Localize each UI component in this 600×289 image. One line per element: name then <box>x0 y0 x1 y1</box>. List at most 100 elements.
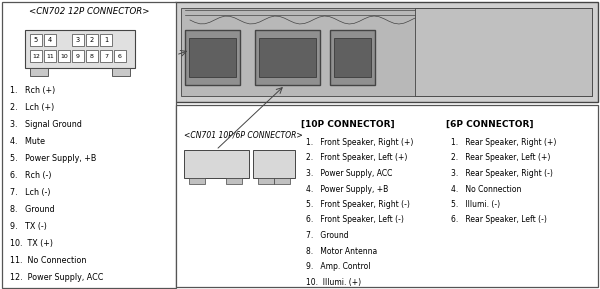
Bar <box>231 156 236 160</box>
Circle shape <box>184 11 194 21</box>
Bar <box>268 166 273 170</box>
Bar <box>218 63 222 67</box>
Bar <box>176 105 598 287</box>
Bar <box>30 50 42 62</box>
Bar <box>253 150 295 178</box>
Bar <box>86 50 98 62</box>
Bar <box>259 38 316 77</box>
Bar <box>256 166 261 170</box>
Circle shape <box>460 27 470 37</box>
Bar <box>220 156 225 160</box>
Text: 5: 5 <box>34 37 38 43</box>
Bar <box>2 2 176 288</box>
Text: 12: 12 <box>32 53 40 58</box>
Text: 4: 4 <box>48 37 52 43</box>
Text: 4.   No Connection: 4. No Connection <box>451 184 521 194</box>
Text: 4.   Power Supply, +B: 4. Power Supply, +B <box>306 184 388 194</box>
Bar <box>189 38 236 77</box>
Circle shape <box>460 72 470 82</box>
Bar <box>260 62 266 67</box>
Bar <box>198 156 203 160</box>
Text: 1.   Front Speaker, Right (+): 1. Front Speaker, Right (+) <box>306 138 413 147</box>
Bar <box>225 63 229 67</box>
Text: 2.   Front Speaker, Left (+): 2. Front Speaker, Left (+) <box>306 153 407 162</box>
Bar <box>30 34 42 46</box>
Bar <box>268 156 273 160</box>
Circle shape <box>579 11 589 21</box>
Bar <box>100 34 112 46</box>
Bar <box>280 166 285 170</box>
Text: 8: 8 <box>90 53 94 58</box>
Bar <box>271 62 277 67</box>
Text: [6P CONNECTOR]: [6P CONNECTOR] <box>446 120 533 129</box>
Text: 6: 6 <box>118 53 122 58</box>
Text: 10.  Illumi. (+): 10. Illumi. (+) <box>306 277 361 286</box>
Circle shape <box>503 83 513 93</box>
Text: 11.  No Connection: 11. No Connection <box>10 256 86 265</box>
Text: 7.   Ground: 7. Ground <box>306 231 349 240</box>
Bar <box>211 63 215 67</box>
Bar <box>25 30 135 68</box>
Text: 9: 9 <box>76 53 80 58</box>
Bar <box>44 50 56 62</box>
Bar <box>58 50 70 62</box>
Text: <CN701 10P/6P CONNECTOR>: <CN701 10P/6P CONNECTOR> <box>184 131 303 140</box>
Bar <box>184 150 249 178</box>
Text: 8.   Ground: 8. Ground <box>10 205 55 214</box>
Bar <box>256 156 261 160</box>
Text: 1.   Rch (+): 1. Rch (+) <box>10 86 55 95</box>
Bar <box>100 50 112 62</box>
Text: 5.   Power Supply, +B: 5. Power Supply, +B <box>10 154 97 163</box>
Bar <box>198 166 203 170</box>
Text: 10: 10 <box>60 53 68 58</box>
Text: 2.   Lch (+): 2. Lch (+) <box>10 103 54 112</box>
Bar <box>415 8 592 96</box>
Bar <box>187 166 192 170</box>
Bar <box>190 63 194 67</box>
Bar <box>44 34 56 46</box>
Circle shape <box>533 83 543 93</box>
Text: 2: 2 <box>90 37 94 43</box>
Circle shape <box>525 47 545 67</box>
Text: 4.   Mute: 4. Mute <box>10 137 45 146</box>
Bar <box>271 47 277 52</box>
Bar <box>226 178 242 184</box>
Bar <box>304 62 310 67</box>
Bar <box>348 62 354 67</box>
Text: [10P CONNECTOR]: [10P CONNECTOR] <box>301 120 395 129</box>
Text: 7: 7 <box>104 53 108 58</box>
Bar <box>30 68 48 76</box>
Text: 2.   Rear Speaker, Left (+): 2. Rear Speaker, Left (+) <box>451 153 550 162</box>
Text: 11: 11 <box>46 53 54 58</box>
Bar <box>114 50 126 62</box>
Text: 12.  Power Supply, ACC: 12. Power Supply, ACC <box>10 273 103 282</box>
Bar <box>86 34 98 46</box>
Text: 9.   TX (-): 9. TX (-) <box>10 222 47 231</box>
Bar <box>258 178 274 184</box>
Bar <box>360 62 366 67</box>
Bar <box>72 34 84 46</box>
Bar <box>293 62 299 67</box>
Bar <box>304 47 310 52</box>
Text: 6.   Front Speaker, Left (-): 6. Front Speaker, Left (-) <box>306 216 404 225</box>
Text: 6.   Rear Speaker, Left (-): 6. Rear Speaker, Left (-) <box>451 216 547 225</box>
Bar <box>360 47 366 52</box>
Text: 1: 1 <box>104 37 108 43</box>
Bar <box>336 62 342 67</box>
Text: 10.  TX (+): 10. TX (+) <box>10 239 53 248</box>
Bar <box>185 30 240 85</box>
Bar <box>260 47 266 52</box>
Bar <box>175 2 598 102</box>
Text: 5.   Illumi. (-): 5. Illumi. (-) <box>451 200 500 209</box>
Bar <box>190 48 194 52</box>
Circle shape <box>430 27 440 37</box>
Text: 3: 3 <box>76 37 80 43</box>
Bar <box>330 30 375 85</box>
Bar <box>204 63 208 67</box>
Circle shape <box>483 35 527 79</box>
Bar <box>255 30 320 85</box>
Text: 9.   Amp. Control: 9. Amp. Control <box>306 262 371 271</box>
Bar <box>209 156 214 160</box>
Text: 6.   Rch (-): 6. Rch (-) <box>10 171 52 180</box>
Circle shape <box>513 35 557 79</box>
